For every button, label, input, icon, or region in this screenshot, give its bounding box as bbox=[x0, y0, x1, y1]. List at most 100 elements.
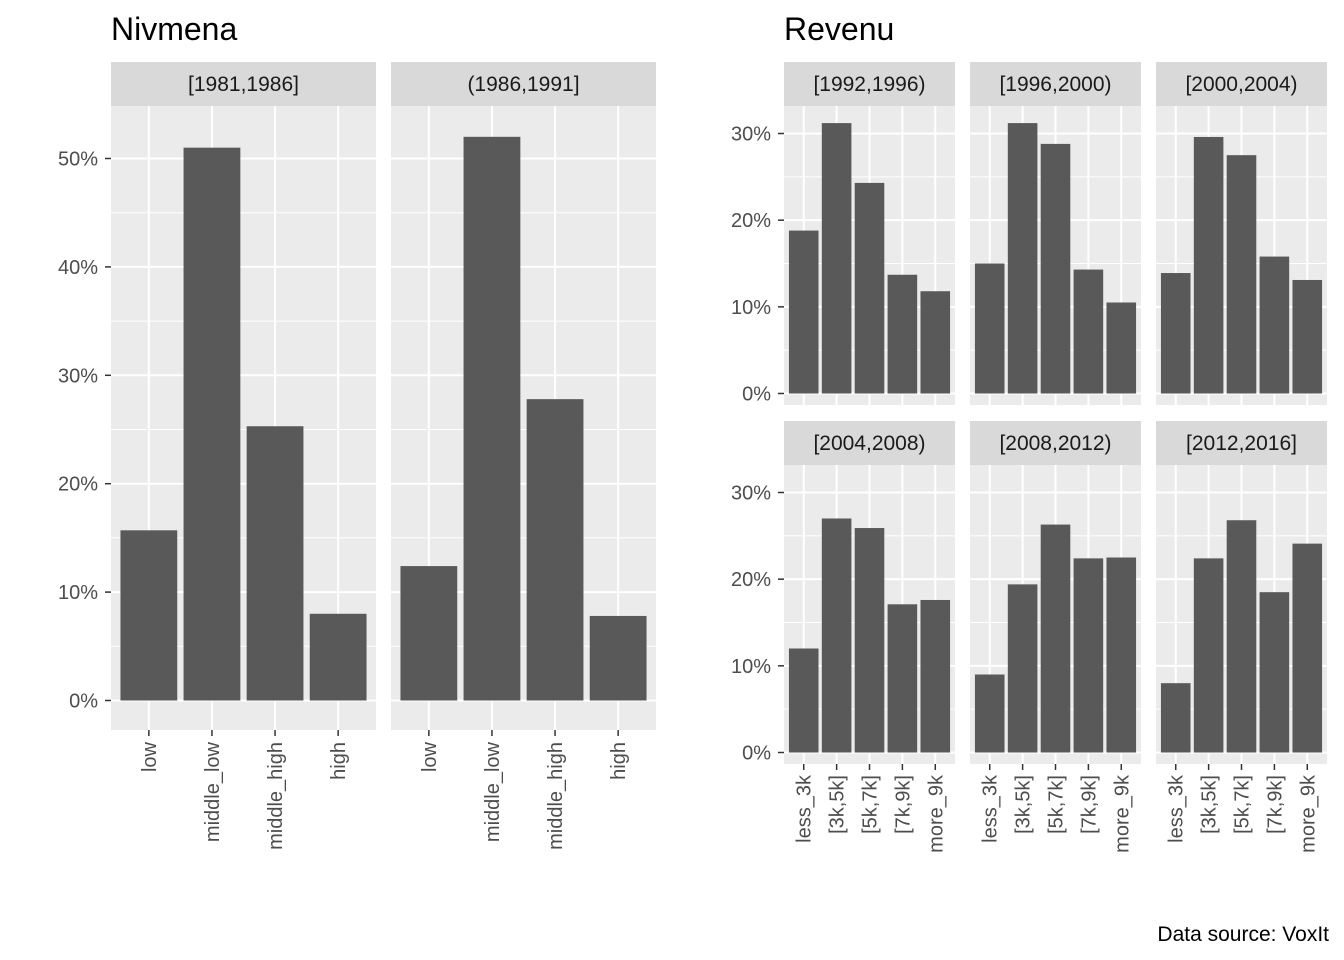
bar bbox=[1007, 123, 1038, 394]
bar bbox=[463, 136, 521, 701]
bar bbox=[974, 674, 1005, 753]
x-tick-label: [3k,5k] bbox=[1013, 775, 1035, 834]
bar bbox=[974, 263, 1005, 394]
bar bbox=[1292, 543, 1323, 753]
x-tick-label: [7k,9k] bbox=[1078, 775, 1100, 834]
caption: Data source: VoxIt bbox=[1157, 923, 1329, 946]
x-tick-label: high bbox=[328, 742, 350, 780]
y-tick-label: 10% bbox=[731, 297, 771, 319]
x-tick-label: middle_high bbox=[265, 742, 287, 850]
bar bbox=[920, 291, 951, 394]
facet-strip-label: [2012,2016] bbox=[1186, 432, 1297, 455]
y-tick-label: 10% bbox=[731, 656, 771, 678]
y-tick-label: 0% bbox=[742, 384, 771, 406]
bar bbox=[1106, 302, 1137, 394]
facet-strip bbox=[1156, 62, 1327, 106]
facet-strip-label: [1981,1986] bbox=[188, 73, 299, 96]
bar bbox=[1040, 143, 1071, 394]
y-tick-label: 30% bbox=[731, 124, 771, 146]
x-tick-label: low bbox=[419, 741, 441, 772]
bar bbox=[1040, 524, 1071, 753]
facet-strip-label: [1992,1996) bbox=[813, 73, 925, 96]
chart-title-nivmena: Nivmena bbox=[111, 11, 237, 47]
bar bbox=[183, 147, 241, 701]
facet-strip-label: [1996,2000) bbox=[999, 73, 1111, 96]
bar bbox=[1226, 520, 1257, 753]
bar bbox=[854, 182, 885, 394]
x-tick-label: high bbox=[608, 742, 630, 780]
bar bbox=[887, 604, 918, 753]
bar bbox=[589, 615, 647, 701]
x-tick-label: less_3k bbox=[794, 774, 816, 843]
x-tick-label: less_3k bbox=[980, 774, 1002, 843]
bar bbox=[920, 599, 951, 753]
facet-panel: [1992,1996) 0% 10% 20% 30% bbox=[731, 62, 955, 406]
facet-strip bbox=[784, 421, 955, 465]
bar bbox=[854, 528, 885, 753]
bar bbox=[1292, 279, 1323, 394]
bar bbox=[1226, 155, 1257, 394]
bar bbox=[1073, 269, 1104, 394]
bar bbox=[246, 426, 304, 701]
bar bbox=[788, 648, 819, 753]
facet-strip bbox=[391, 62, 656, 106]
facet-panel: [2008,2012) less_3k [3k,5k] [5k,7k] [7k,9k] m… bbox=[970, 421, 1141, 853]
facet-panel: [2012,2016] less_3k [3k,5k] [5k,7k] [7k,9k] m… bbox=[1156, 421, 1327, 853]
bar bbox=[821, 123, 852, 394]
x-tick-label: more_9k bbox=[925, 774, 947, 853]
facet-panel: [2004,2008) 0% 10% 20% 30% less_3k [3k,5k] [5k,… bbox=[731, 421, 955, 853]
facet-strip bbox=[970, 421, 1141, 465]
x-tick-label: middle_low bbox=[482, 741, 504, 842]
facet-strip-label: [2004,2008) bbox=[813, 432, 925, 455]
x-tick-label: [5k,7k] bbox=[1232, 775, 1254, 834]
bar bbox=[788, 230, 819, 394]
x-tick-label: [5k,7k] bbox=[860, 775, 882, 834]
y-tick-label: 20% bbox=[58, 474, 98, 496]
y-tick-label: 0% bbox=[742, 743, 771, 765]
y-tick-label: 20% bbox=[731, 569, 771, 591]
x-tick-label: [7k,9k] bbox=[892, 775, 914, 834]
y-tick-label: 10% bbox=[58, 582, 98, 604]
facet-strip bbox=[784, 62, 955, 106]
facet-strip-label: (1986,1991] bbox=[467, 73, 579, 96]
x-tick-label: less_3k bbox=[1166, 774, 1188, 843]
facet-strip bbox=[970, 62, 1141, 106]
y-tick-label: 50% bbox=[58, 149, 98, 171]
facet-panel: [1996,2000) bbox=[970, 62, 1141, 405]
bar bbox=[1073, 558, 1104, 753]
chart-title-revenu: Revenu bbox=[784, 11, 894, 47]
x-tick-label: low bbox=[139, 741, 161, 772]
bar bbox=[887, 274, 918, 394]
bar bbox=[1160, 683, 1191, 753]
facet-strip-label: [2008,2012) bbox=[999, 432, 1111, 455]
y-tick-label: 20% bbox=[731, 210, 771, 232]
facet-panel: (1986,1991] low middle_low middle_high high bbox=[391, 62, 656, 850]
x-tick-label: middle_high bbox=[545, 742, 567, 850]
bar bbox=[1259, 592, 1290, 753]
bar bbox=[1007, 584, 1038, 753]
x-tick-label: [7k,9k] bbox=[1264, 775, 1286, 834]
bar bbox=[1193, 558, 1224, 753]
x-tick-label: [3k,5k] bbox=[1199, 775, 1221, 834]
y-tick-label: 40% bbox=[58, 257, 98, 279]
y-tick-label: 0% bbox=[69, 691, 98, 713]
y-tick-label: 30% bbox=[58, 365, 98, 387]
bar bbox=[120, 530, 178, 701]
facet-strip bbox=[111, 62, 376, 106]
facet-panel: [1981,1986] 0% 10% 20% 30% 40% 50% low middle_lo… bbox=[58, 62, 376, 850]
x-tick-label: more_9k bbox=[1297, 774, 1319, 853]
bar bbox=[309, 613, 367, 701]
bar bbox=[821, 518, 852, 753]
y-tick-label: 30% bbox=[731, 483, 771, 505]
bar bbox=[1160, 273, 1191, 394]
bar bbox=[1106, 557, 1137, 753]
x-tick-label: middle_low bbox=[202, 741, 224, 842]
x-tick-label: more_9k bbox=[1111, 774, 1133, 853]
bar bbox=[526, 399, 584, 701]
facet-panel: [2000,2004) bbox=[1156, 62, 1327, 405]
bar bbox=[1193, 136, 1224, 394]
facet-strip bbox=[1156, 421, 1327, 465]
facet-strip-label: [2000,2004) bbox=[1185, 73, 1297, 96]
x-tick-label: [3k,5k] bbox=[827, 775, 849, 834]
